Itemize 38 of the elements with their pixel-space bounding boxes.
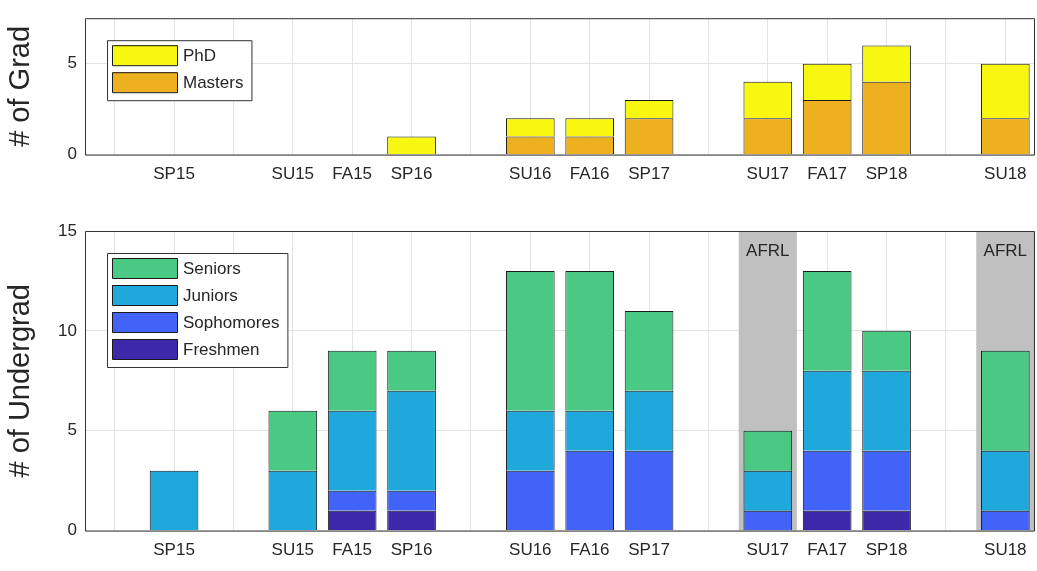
x-tick-label: FA17 (807, 540, 848, 560)
x-tick-label: FA16 (569, 164, 610, 184)
x-tick-label: SU18 (984, 164, 1027, 184)
y-tick-label: 15 (58, 220, 77, 240)
legend-label: PhD (183, 45, 217, 65)
x-tick-label: SU15 (271, 164, 315, 184)
y-tick-label: 10 (58, 320, 77, 340)
x-tick-label: FA16 (569, 540, 610, 560)
x-tick-label: SP17 (628, 164, 670, 184)
x-tick-label: FA15 (332, 164, 373, 184)
x-tick-label: SU15 (271, 540, 315, 560)
legend-label: Seniors (183, 258, 241, 278)
x-tick-label: SP18 (865, 164, 908, 184)
x-tick-label: SP18 (865, 540, 908, 560)
x-tick-label: SP16 (390, 540, 433, 560)
x-tick-label: SU18 (984, 540, 1027, 560)
x-tick-label: SU17 (746, 540, 790, 560)
x-tick-label: SU16 (509, 164, 552, 184)
legend-label: Masters (183, 72, 244, 92)
y-tick-label: 5 (67, 420, 77, 440)
x-tick-label: SP15 (153, 540, 195, 560)
y-axis-title: # of Undergrad (3, 284, 36, 478)
y-tick-label: 5 (67, 53, 77, 73)
band-label: AFRL (983, 241, 1028, 261)
x-tick-label: SP16 (390, 164, 433, 184)
x-tick-label: SP15 (153, 164, 195, 184)
band-label: AFRL (746, 241, 790, 261)
x-tick-label: FA15 (332, 540, 373, 560)
legend-label: Freshmen (183, 339, 260, 359)
x-tick-label: SU16 (509, 540, 552, 560)
legend-label: Juniors (183, 285, 238, 305)
y-axis-title: # of Grad (3, 25, 36, 147)
x-tick-label: SU17 (746, 164, 790, 184)
y-tick-label: 0 (67, 520, 77, 540)
legend-label: Sophomores (183, 312, 280, 332)
x-tick-label: FA17 (807, 164, 848, 184)
y-tick-label: 0 (67, 144, 77, 164)
x-tick-label: SP17 (628, 540, 670, 560)
